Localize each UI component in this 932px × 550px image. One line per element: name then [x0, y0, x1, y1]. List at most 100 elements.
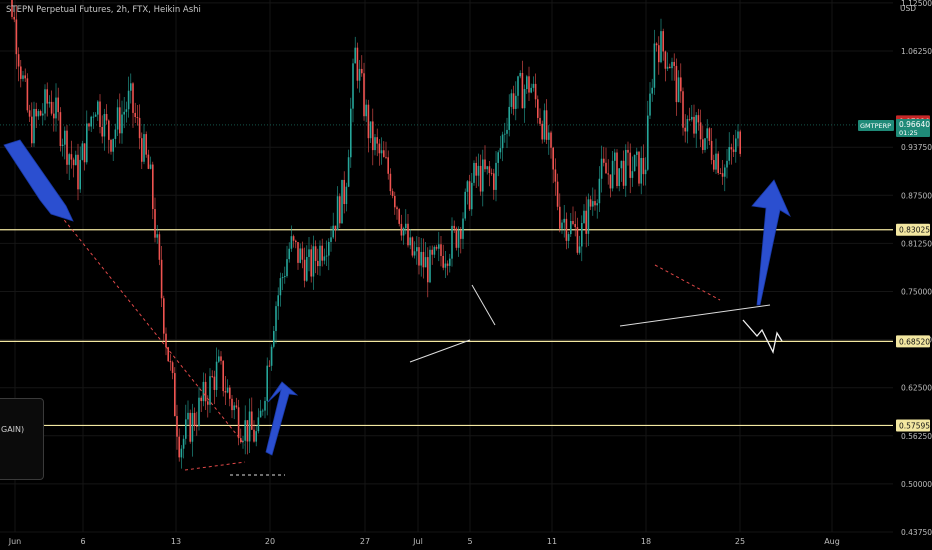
- candle-body: [136, 116, 139, 118]
- candle-body: [114, 129, 117, 139]
- candle-body: [427, 257, 429, 283]
- candle-body: [235, 405, 238, 408]
- candle-body: [418, 247, 420, 266]
- candle-body: [581, 222, 583, 247]
- candle-body: [385, 156, 387, 158]
- candle-body: [534, 83, 537, 100]
- candle-body: [655, 43, 658, 46]
- candle-body: [713, 160, 715, 170]
- candle-body: [127, 90, 130, 110]
- candle-body: [273, 331, 275, 347]
- candle-body: [563, 218, 565, 223]
- candle-body: [660, 31, 662, 63]
- candle-body: [647, 115, 649, 170]
- candle-body: [539, 117, 541, 124]
- time-tick-label: 13: [171, 537, 181, 546]
- candle-body: [374, 137, 376, 151]
- candle-body: [198, 397, 200, 427]
- candle-body: [644, 169, 647, 175]
- candle-body: [724, 167, 726, 177]
- candle-body: [44, 89, 46, 114]
- candle-body: [259, 410, 262, 418]
- candle-body: [13, 16, 15, 20]
- candle-body: [350, 108, 352, 158]
- candle-body: [669, 66, 671, 69]
- candle-body: [70, 154, 73, 160]
- candle-body: [94, 114, 97, 117]
- candle-body: [143, 134, 145, 162]
- candle-body: [312, 246, 315, 277]
- candle-body: [416, 247, 418, 252]
- candle-body: [651, 87, 653, 94]
- candle-body: [178, 436, 180, 458]
- candle-body: [440, 244, 442, 256]
- support-line-2: [471, 284, 496, 326]
- candle-body: [383, 150, 385, 157]
- candle-body: [629, 152, 631, 178]
- candle-body: [409, 237, 411, 246]
- level-price-tag: [896, 419, 930, 432]
- candle-body: [163, 298, 165, 334]
- time-tick-label: Jul: [412, 537, 423, 546]
- candle-body: [237, 407, 240, 439]
- candle-body: [46, 89, 48, 104]
- candle-body: [165, 333, 167, 348]
- indicator-panel[interactable]: GAIN): [0, 398, 44, 480]
- candle-body: [134, 112, 136, 117]
- candle-body: [389, 173, 392, 192]
- candle-body: [607, 173, 609, 175]
- candle-body: [572, 221, 574, 225]
- candle-body: [31, 116, 33, 144]
- candle-body: [530, 87, 532, 93]
- candle-body: [119, 107, 121, 134]
- price-tags: 1.298700.830250.685200.575950.971100.966…: [858, 115, 930, 432]
- candle-body: [684, 127, 686, 132]
- candle-body: [174, 373, 176, 417]
- candle-body: [631, 171, 634, 178]
- candle-body: [611, 160, 614, 189]
- candle-body: [224, 391, 227, 393]
- candle-body: [180, 448, 183, 458]
- candle-body: [506, 129, 508, 134]
- candle-body: [90, 116, 92, 127]
- candle-body: [79, 159, 81, 190]
- candle-body: [605, 162, 607, 174]
- candle-body: [528, 76, 530, 93]
- candle-body: [561, 222, 563, 229]
- candle-body: [622, 160, 625, 186]
- candle-body: [68, 154, 70, 165]
- candle-body: [356, 47, 359, 81]
- candle-body: [367, 104, 370, 139]
- candle-body: [116, 107, 119, 130]
- candle-body: [323, 256, 326, 261]
- candle-body: [182, 438, 185, 449]
- support-line-3: [619, 304, 771, 327]
- candle-body: [145, 134, 147, 155]
- candle-body: [477, 165, 480, 176]
- candle-body: [435, 246, 438, 249]
- candle-body: [132, 83, 134, 113]
- candle-body: [343, 179, 345, 205]
- candle-body: [317, 260, 319, 267]
- candle-body: [303, 259, 306, 281]
- candle-body: [147, 154, 150, 169]
- candle-body: [105, 114, 108, 121]
- candle-body: [600, 158, 603, 179]
- candle-body: [697, 115, 700, 123]
- candle-body: [739, 131, 741, 154]
- candle-body: [521, 72, 524, 109]
- candle-body: [266, 365, 268, 401]
- candle-body: [196, 425, 198, 427]
- candle-body: [499, 148, 502, 153]
- candle-body: [730, 147, 733, 150]
- candle-body: [391, 191, 394, 196]
- candle-body: [215, 361, 218, 390]
- chart-title: STEPN Perpetual Futures, 2h, FTX, Heikin…: [6, 5, 201, 15]
- candle-body: [191, 412, 194, 442]
- candle-body: [523, 89, 526, 109]
- candle-body: [433, 246, 436, 255]
- candle-body: [515, 95, 517, 109]
- candle-body: [378, 143, 381, 154]
- candle-body: [156, 234, 158, 238]
